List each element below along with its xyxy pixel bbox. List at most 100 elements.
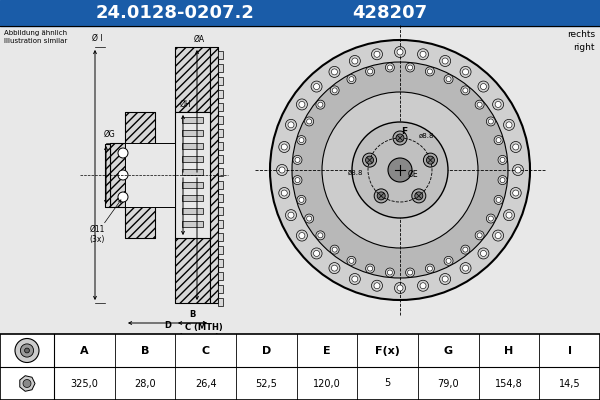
Text: 428207: 428207 (352, 4, 428, 22)
Circle shape (440, 56, 451, 66)
Text: 14,5: 14,5 (559, 378, 580, 388)
Text: 325,0: 325,0 (70, 378, 98, 388)
Circle shape (496, 197, 501, 202)
Circle shape (347, 256, 356, 265)
Circle shape (25, 348, 29, 353)
Circle shape (496, 138, 501, 143)
Text: ø8.8: ø8.8 (419, 132, 434, 138)
Circle shape (407, 65, 413, 70)
Text: B: B (141, 346, 149, 356)
Circle shape (295, 158, 300, 162)
Circle shape (368, 69, 373, 74)
Circle shape (463, 265, 469, 271)
Circle shape (446, 77, 451, 82)
Circle shape (510, 142, 521, 152)
Circle shape (20, 344, 34, 357)
Text: A: A (80, 346, 89, 356)
Circle shape (288, 122, 294, 128)
Bar (218, 246, 223, 254)
Circle shape (331, 69, 337, 75)
Circle shape (279, 188, 290, 198)
Circle shape (397, 285, 403, 291)
Circle shape (488, 216, 493, 221)
Circle shape (477, 233, 482, 238)
Circle shape (477, 102, 482, 107)
Bar (182, 182, 203, 188)
Bar (182, 156, 203, 162)
Circle shape (318, 102, 323, 107)
Circle shape (498, 176, 507, 184)
Circle shape (463, 88, 468, 93)
Circle shape (407, 270, 413, 275)
Circle shape (446, 258, 451, 263)
Text: H: H (505, 346, 514, 356)
Circle shape (463, 69, 469, 75)
Text: 28,0: 28,0 (134, 378, 156, 388)
Bar (210, 47, 218, 303)
Circle shape (461, 245, 470, 254)
Text: F: F (401, 127, 407, 136)
Circle shape (510, 188, 521, 198)
Bar (218, 90, 223, 98)
Circle shape (424, 153, 437, 167)
Circle shape (330, 86, 339, 95)
Circle shape (374, 51, 380, 57)
Circle shape (393, 131, 407, 145)
Bar (218, 181, 223, 189)
Bar (105, 144, 110, 207)
Circle shape (293, 176, 302, 184)
Circle shape (349, 258, 354, 263)
Circle shape (442, 58, 448, 64)
Circle shape (487, 214, 496, 223)
Circle shape (460, 263, 471, 274)
Circle shape (425, 264, 434, 273)
Circle shape (415, 192, 423, 200)
Circle shape (427, 156, 434, 164)
Circle shape (15, 338, 39, 362)
Circle shape (503, 210, 515, 221)
Circle shape (444, 256, 453, 265)
Circle shape (374, 189, 388, 203)
Circle shape (493, 230, 503, 241)
Circle shape (475, 100, 484, 109)
Text: 52,5: 52,5 (256, 378, 277, 388)
Text: G: G (444, 346, 453, 356)
Circle shape (397, 49, 403, 55)
Text: 5: 5 (385, 378, 391, 388)
Circle shape (311, 248, 322, 259)
Circle shape (362, 153, 377, 167)
Circle shape (494, 136, 503, 145)
Circle shape (513, 190, 519, 196)
Circle shape (420, 51, 426, 57)
Circle shape (427, 266, 433, 271)
Circle shape (365, 67, 374, 76)
Circle shape (478, 81, 489, 92)
Text: Ø I: Ø I (92, 34, 103, 43)
Circle shape (513, 144, 519, 150)
Circle shape (307, 216, 311, 221)
Circle shape (297, 195, 306, 204)
Text: rechts
right: rechts right (567, 30, 595, 52)
Circle shape (406, 63, 415, 72)
Circle shape (374, 283, 380, 289)
Circle shape (305, 117, 314, 126)
Circle shape (23, 380, 31, 388)
Circle shape (371, 280, 382, 291)
Circle shape (503, 119, 515, 130)
Bar (218, 220, 223, 228)
Circle shape (388, 65, 392, 70)
Bar (0, 0, 600, 26)
Circle shape (299, 232, 305, 238)
Bar (125, 112, 155, 238)
Circle shape (352, 276, 358, 282)
Text: E: E (323, 346, 331, 356)
Circle shape (329, 263, 340, 274)
Circle shape (481, 250, 487, 256)
Circle shape (292, 62, 508, 278)
Circle shape (297, 136, 306, 145)
Text: 120,0: 120,0 (313, 378, 341, 388)
Polygon shape (20, 376, 35, 391)
Bar (175, 112, 210, 238)
Circle shape (349, 274, 361, 284)
Bar (182, 195, 203, 201)
